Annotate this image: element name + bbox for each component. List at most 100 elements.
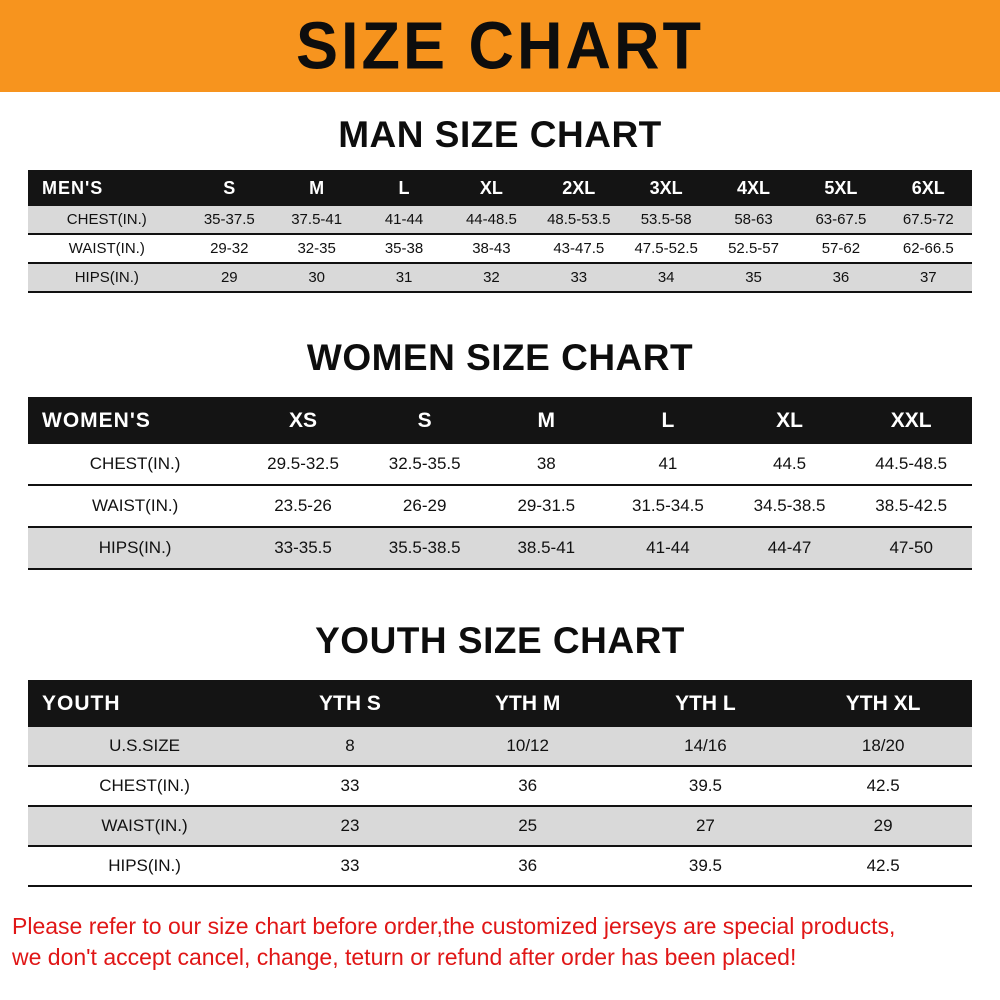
size-column-header: YTH XL (794, 680, 972, 727)
size-value: 44.5-48.5 (875, 454, 948, 473)
size-value: 58-63 (734, 211, 773, 228)
size-value: 41-44 (384, 211, 424, 228)
men-size-section: MAN SIZE CHART MEN'S S M L XL 2XL 3XL 4XL 5XL 6XL… (0, 114, 1000, 293)
size-value: 29-32 (210, 240, 249, 257)
table-header-row: MEN'S S M L XL 2XL 3XL 4XL 5XL 6XL (28, 170, 972, 206)
size-value: 36 (518, 776, 538, 795)
table-row: CHEST(IN.) 33 36 39.5 42.5 (28, 766, 972, 806)
row-label: CHEST(IN.) (99, 776, 190, 795)
size-value: 35-38 (384, 240, 424, 257)
row-label: U.S.SIZE (109, 736, 180, 755)
size-value: 32.5-35.5 (388, 454, 461, 473)
row-label: CHEST(IN.) (89, 454, 181, 473)
size-value: 10/12 (506, 736, 549, 755)
size-value: 14/16 (684, 736, 727, 755)
size-value: 33 (570, 269, 588, 286)
size-value: 37 (919, 269, 937, 286)
size-column-header: L (360, 170, 448, 206)
footer-line-2: we don't accept cancel, change, teturn o… (12, 944, 797, 971)
size-value: 63-67.5 (815, 211, 867, 228)
size-column-header: 4XL (709, 170, 798, 206)
size-column-header: XL (728, 397, 851, 444)
size-value: 35.5-38.5 (388, 538, 461, 557)
size-value: 23 (340, 816, 360, 835)
size-column-header: YTH M (438, 680, 617, 727)
size-value: 27 (695, 816, 715, 835)
size-value: 37.5-41 (291, 211, 343, 228)
size-value: 33 (340, 776, 360, 795)
row-label: WAIST(IN.) (91, 496, 179, 515)
table-header-row: WOMEN'S XS S M L XL XXL (28, 397, 972, 444)
size-value: 32-35 (297, 240, 336, 257)
table-row: HIPS(IN.) 33-35.5 35.5-38.5 38.5-41 41-44 44-… (28, 527, 972, 569)
size-value: 29 (220, 269, 238, 286)
footer-line-1: Please refer to our size chart before or… (12, 913, 896, 939)
size-value: 53.5-58 (640, 211, 692, 228)
youth-section-title: YOUTH SIZE CHART (315, 620, 685, 661)
size-value: 8 (345, 736, 355, 755)
size-value: 31.5-34.5 (632, 496, 704, 515)
size-value: 42.5 (866, 856, 900, 875)
table-corner-label: WOMEN'S (28, 397, 243, 444)
size-value: 29 (873, 816, 893, 835)
size-column-header: M (272, 170, 361, 206)
size-value: 52.5-57 (728, 240, 779, 257)
page-title: SIZE CHART (296, 8, 704, 84)
size-value: 26-29 (402, 496, 447, 515)
size-value: 38-43 (472, 240, 511, 257)
size-value: 33 (340, 856, 360, 875)
size-value: 47-50 (889, 538, 933, 557)
size-value: 39.5 (688, 776, 722, 795)
size-value: 25 (518, 816, 538, 835)
row-label: HIPS(IN.) (98, 538, 172, 557)
size-value: 38.5-42.5 (875, 496, 948, 515)
table-row: U.S.SIZE 8 10/12 14/16 18/20 (28, 727, 972, 766)
table-row: WAIST(IN.) 23.5-26 26-29 29-31.5 31.5-34.5 34… (28, 485, 972, 527)
size-value: 18/20 (861, 736, 905, 755)
size-value: 34 (657, 269, 675, 286)
women-size-table: WOMEN'S XS S M L XL XXL CHEST(IN.) 29.5-32.5 32.5… (28, 397, 972, 570)
size-value: 30 (308, 269, 325, 286)
size-column-header: XXL (850, 397, 972, 444)
size-value: 43-47.5 (553, 240, 605, 257)
row-label: WAIST(IN.) (68, 240, 145, 257)
women-section-title: WOMEN SIZE CHART (306, 337, 694, 378)
table-corner-label: YOUTH (28, 680, 262, 727)
size-value: 39.5 (688, 856, 722, 875)
table-row: WAIST(IN.) 23 25 27 29 (28, 806, 972, 846)
size-column-header: S (363, 397, 486, 444)
size-value: 44.5 (773, 454, 807, 473)
size-column-header: 3XL (622, 170, 710, 206)
size-column-header: S (185, 170, 273, 206)
table-row: WAIST(IN.) 29-32 32-35 35-38 38-43 43-47.5 47.… (28, 234, 972, 263)
size-column-header: 2XL (535, 170, 623, 206)
size-column-header: 5XL (797, 170, 885, 206)
size-column-header: 6XL (884, 170, 972, 206)
size-value: 35-37.5 (203, 211, 255, 228)
size-column-header: YTH S (261, 680, 439, 727)
size-value: 35 (745, 269, 762, 286)
table-header-row: YOUTH YTH S YTH M YTH L YTH XL (28, 680, 972, 727)
size-value: 47.5-52.5 (634, 240, 698, 257)
size-value: 42.5 (866, 776, 900, 795)
table-row: CHEST(IN.) 35-37.5 37.5-41 41-44 44-48.5 48.5… (28, 206, 972, 234)
size-value: 32 (483, 269, 500, 286)
size-value: 41 (658, 454, 678, 473)
table-row: HIPS(IN.) 29 30 31 32 33 34 35 36 37 (28, 263, 972, 292)
women-size-section: WOMEN SIZE CHART WOMEN'S XS S M L XL XXL CHEST(… (0, 337, 1000, 570)
size-value: 44-48.5 (465, 211, 517, 228)
footer-note: Please refer to our size chart before or… (12, 911, 1000, 973)
table-row: HIPS(IN.) 33 36 39.5 42.5 (28, 846, 972, 886)
size-column-header: M (485, 397, 608, 444)
youth-size-table: YOUTH YTH S YTH M YTH L YTH XL U.S.SIZE 8 10/12… (28, 680, 972, 887)
size-column-header: XL (447, 170, 536, 206)
row-label: CHEST(IN.) (66, 211, 147, 228)
size-value: 48.5-53.5 (547, 211, 611, 228)
size-value: 38 (536, 454, 556, 473)
size-value: 57-62 (821, 240, 861, 257)
size-value: 44-47 (767, 538, 812, 557)
size-value: 38.5-41 (517, 538, 576, 557)
banner: SIZE CHART (0, 0, 1000, 92)
table-corner-label: MEN'S (28, 170, 186, 206)
